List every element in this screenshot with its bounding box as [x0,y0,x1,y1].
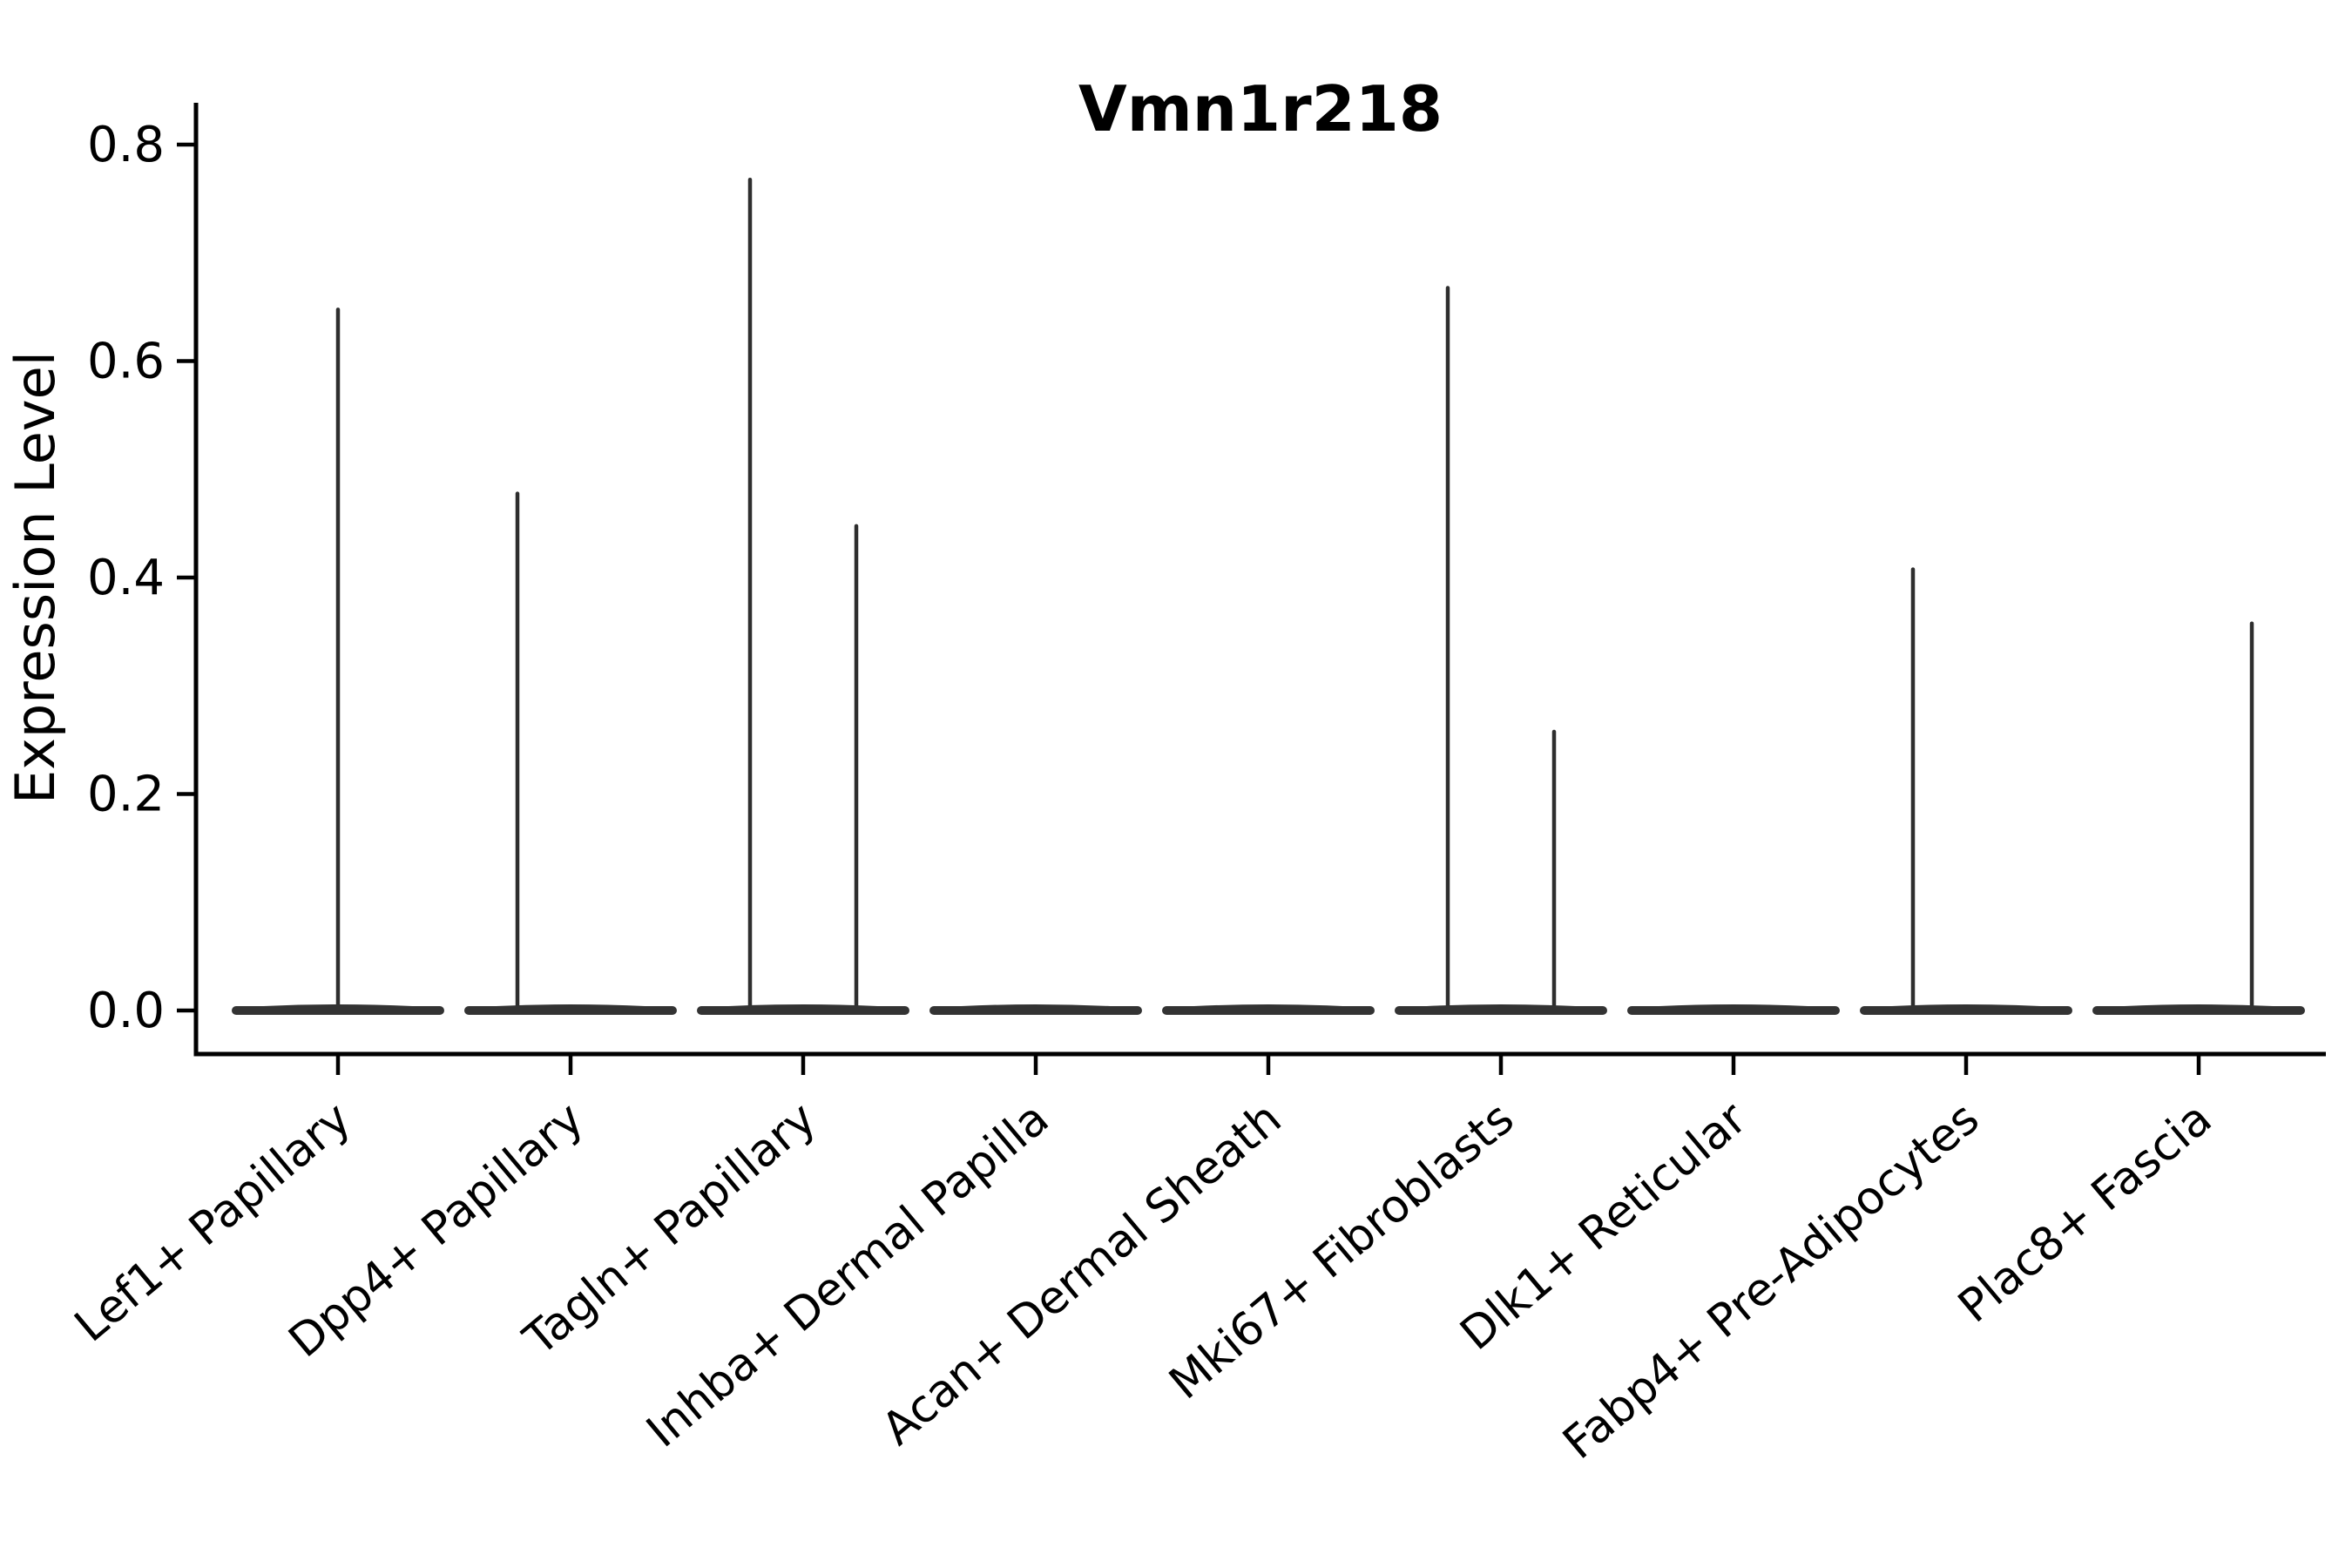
y-tick-label: 0.2 [87,767,165,823]
violin-body [697,1006,909,1015]
axes [193,103,2326,1057]
violin-body [2092,1006,2305,1015]
violin-body [464,1006,677,1015]
y-tick-label: 0.8 [87,117,165,173]
violin-body [1627,1006,1840,1015]
y-tick-label: 0.0 [87,983,165,1039]
violin-body [1162,1006,1375,1015]
plot-title: Vmn1r218 [1078,72,1443,145]
x-tick-label: Plac8+ Fascia [1949,1092,2221,1333]
violin-body [1395,1006,1607,1015]
violin-body-bulge [2124,1004,2274,1006]
violin-body [232,1006,444,1015]
violin-body-bulge [1659,1004,1808,1006]
violin-body-bulge [961,1004,1111,1006]
y-axis-ticks: 0.0 0.2 0.4 0.6 0.8 [87,117,196,1039]
violin-body-bulge [1426,1004,1576,1006]
x-tick-label: Acan+ Dermal Sheath [873,1092,1292,1456]
violin-series [232,178,2305,1015]
violin-body-bulge [1891,1004,2041,1006]
violin-body [929,1006,1142,1015]
y-tick-label: 0.6 [87,334,165,390]
violin-body [1860,1006,2072,1015]
violin-body-bulge [728,1004,878,1006]
violin-body-bulge [496,1004,645,1006]
violin-body-bulge [1193,1004,1343,1006]
x-tick-label: Inhba+ Dermal Papilla [637,1092,1058,1458]
violin-body-bulge [263,1004,413,1006]
y-tick-label: 0.4 [87,550,165,606]
x-tick-label: Fabp4+ Pre-Adipocytes [1553,1092,1989,1470]
y-axis-label: Expression Level [3,351,67,804]
